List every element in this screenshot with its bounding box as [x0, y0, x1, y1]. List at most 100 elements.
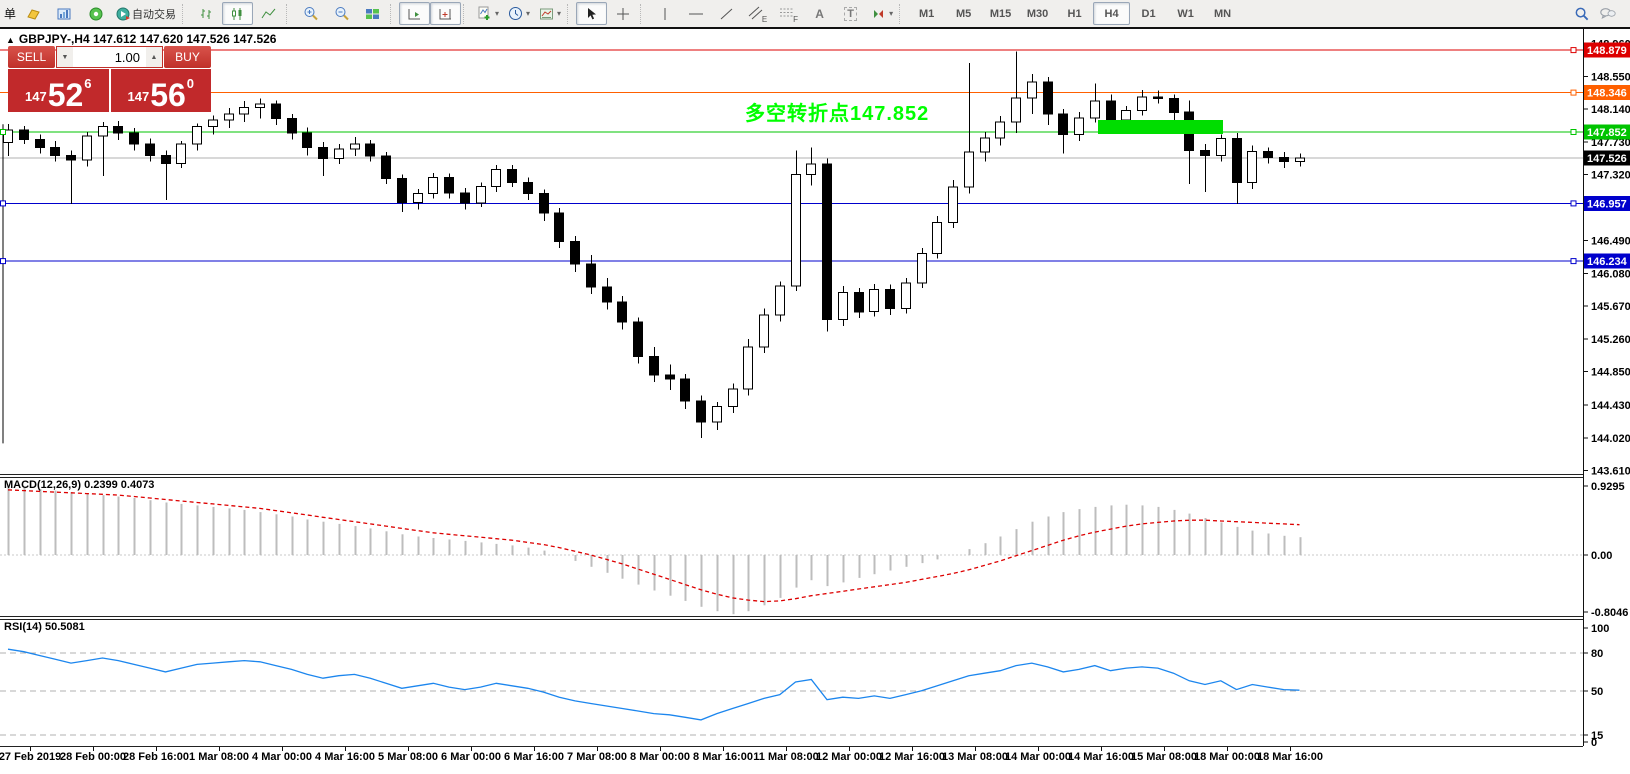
buy-button[interactable]: BUY — [164, 46, 211, 68]
fibonacci-icon — [779, 6, 795, 22]
zoom-in-button[interactable] — [295, 2, 326, 25]
price-badge — [1584, 85, 1630, 101]
timeframe-group: M1 M5 M15 M30 H1 H4 D1 W1 MN — [908, 2, 1241, 25]
rsi-indicator-label: RSI(14) 50.5081 — [4, 621, 85, 633]
candles-layer — [3, 51, 1305, 438]
toolbar-separator — [286, 3, 291, 24]
one-click-trading-panel: SELL ▼ 1.00 ▲ BUY 147 52 6 147 56 0 — [8, 46, 211, 112]
auto-trading-button[interactable]: 自动交易 — [111, 2, 180, 25]
dropdown-arrow-icon: ▾ — [557, 9, 562, 18]
vertical-line-button[interactable] — [649, 2, 680, 25]
new-order-label[interactable]: 单 — [4, 7, 17, 21]
auto-trading-icon — [115, 6, 131, 22]
chart-shift-button[interactable] — [430, 2, 462, 25]
channel-tool-label: E — [761, 15, 768, 24]
time-tick-label: 27 Feb 2019 — [0, 751, 61, 763]
price-tick-label: 143.610 — [1591, 466, 1630, 478]
timeframe-button-m1[interactable]: M1 — [918, 7, 935, 20]
dropdown-arrow-icon: ▾ — [495, 9, 500, 18]
timeframe-button-d1[interactable]: D1 — [1141, 7, 1156, 20]
macd-indicator-label: MACD(12,26,9) 0.2399 0.4073 — [4, 479, 155, 491]
chat-icon[interactable] — [1600, 6, 1616, 22]
auto-scroll-button[interactable] — [399, 2, 431, 25]
time-tick-label: 4 Mar 16:00 — [315, 751, 375, 763]
price-badge-label: 148.879 — [1587, 45, 1627, 57]
time-tick-label: 14 Mar 00:00 — [1005, 751, 1071, 763]
arrows-button[interactable]: ▾ — [866, 2, 897, 25]
channel-button[interactable]: E — [742, 2, 773, 25]
arrows-icon — [870, 6, 886, 22]
clock-icon — [507, 6, 523, 22]
cursor-icon — [584, 6, 600, 22]
timeframe-button-m30[interactable]: M30 — [1026, 7, 1049, 20]
sell-price[interactable]: 147 52 6 — [8, 69, 111, 112]
volume-value[interactable]: 1.00 — [114, 49, 140, 65]
price-scale[interactable]: 148.960148.550148.140147.730147.320146.9… — [1583, 28, 1630, 746]
rsi-axis-label: 80 — [1591, 648, 1603, 660]
pivot-annotation[interactable]: 多空转折点147.852 — [745, 103, 930, 125]
level-lines[interactable] — [0, 49, 1583, 262]
search-icon[interactable] — [1574, 6, 1590, 22]
new-order-button[interactable] — [18, 2, 49, 25]
time-tick-label: 14 Mar 16:00 — [1068, 751, 1134, 763]
timeframe-button-m5[interactable]: M5 — [955, 7, 972, 20]
buy-price[interactable]: 147 56 0 — [111, 69, 212, 112]
sell-price-pip: 6 — [84, 76, 92, 91]
crosshair-button[interactable] — [607, 2, 638, 25]
line-handles[interactable] — [0, 47, 1577, 265]
timeframe-button-h1[interactable]: H1 — [1067, 7, 1082, 20]
bar-chart-button[interactable] — [191, 2, 222, 25]
price-tick-label: 144.430 — [1591, 400, 1630, 412]
pane-separators[interactable] — [0, 474, 1583, 747]
line-chart-button[interactable] — [253, 2, 284, 25]
chart-window-icon — [57, 6, 73, 22]
text-label-button[interactable]: T — [835, 2, 866, 25]
indicators-button[interactable]: ▾ — [472, 2, 503, 25]
sell-button[interactable]: SELL — [8, 46, 55, 68]
trendline-button[interactable] — [711, 2, 742, 25]
time-tick-label: 8 Mar 00:00 — [630, 751, 690, 763]
candlestick-chart-button[interactable] — [222, 2, 254, 25]
bar-chart-icon — [199, 6, 215, 22]
volume-decrease-button[interactable]: ▼ — [57, 47, 73, 67]
timeframe-button-w1[interactable]: W1 — [1177, 7, 1194, 20]
line-chart-icon — [261, 6, 277, 22]
cursor-button[interactable] — [576, 2, 608, 25]
timeframe-button-h4[interactable]: H4 — [1093, 2, 1131, 25]
fibonacci-button[interactable]: F — [773, 2, 804, 25]
text-tool-label: A — [815, 6, 824, 21]
time-tick-label: 6 Mar 16:00 — [504, 751, 564, 763]
periods-button[interactable]: ▾ — [503, 2, 534, 25]
price-tick-label: 146.080 — [1591, 268, 1630, 280]
macd-signal-line — [7, 489, 1300, 603]
text-button[interactable]: A — [804, 2, 835, 25]
macd-pane: 0.9295 0.00 -0.8046 — [0, 481, 1628, 619]
chart-title: ▲ GBPJPY-,H4 147.612 147.620 147.526 147.… — [6, 32, 276, 46]
price-tick-label: 148.140 — [1591, 104, 1630, 116]
toolbar-separator — [463, 3, 468, 24]
timeframe-button-mn[interactable]: MN — [1214, 7, 1232, 20]
template-icon — [538, 6, 554, 22]
time-tick-label: 28 Feb 16:00 — [123, 751, 189, 763]
fibo-tool-label: F — [793, 15, 798, 24]
signals-button[interactable] — [80, 2, 111, 25]
templates-button[interactable]: ▾ — [534, 2, 565, 25]
zoom-out-button[interactable] — [326, 2, 357, 25]
horizontal-line-button[interactable] — [680, 2, 711, 25]
timeframe-button-m15[interactable]: M15 — [989, 7, 1012, 20]
time-tick-label: 8 Mar 16:00 — [693, 751, 753, 763]
price-badge — [1584, 195, 1630, 211]
macd-axis-label: 0.9295 — [1591, 481, 1625, 493]
toolbar-separator — [899, 3, 904, 24]
price-tick-label: 145.260 — [1591, 334, 1630, 346]
market-watch-button[interactable] — [49, 2, 80, 25]
price-badge-label: 147.526 — [1587, 153, 1627, 165]
volume-increase-button[interactable]: ▲ — [146, 47, 162, 67]
pivot-zone-rect[interactable] — [1098, 120, 1223, 134]
time-tick-label: 12 Mar 16:00 — [879, 751, 945, 763]
sell-price-big: 52 — [47, 76, 84, 113]
tile-windows-button[interactable] — [357, 2, 388, 25]
signals-icon — [88, 6, 104, 22]
